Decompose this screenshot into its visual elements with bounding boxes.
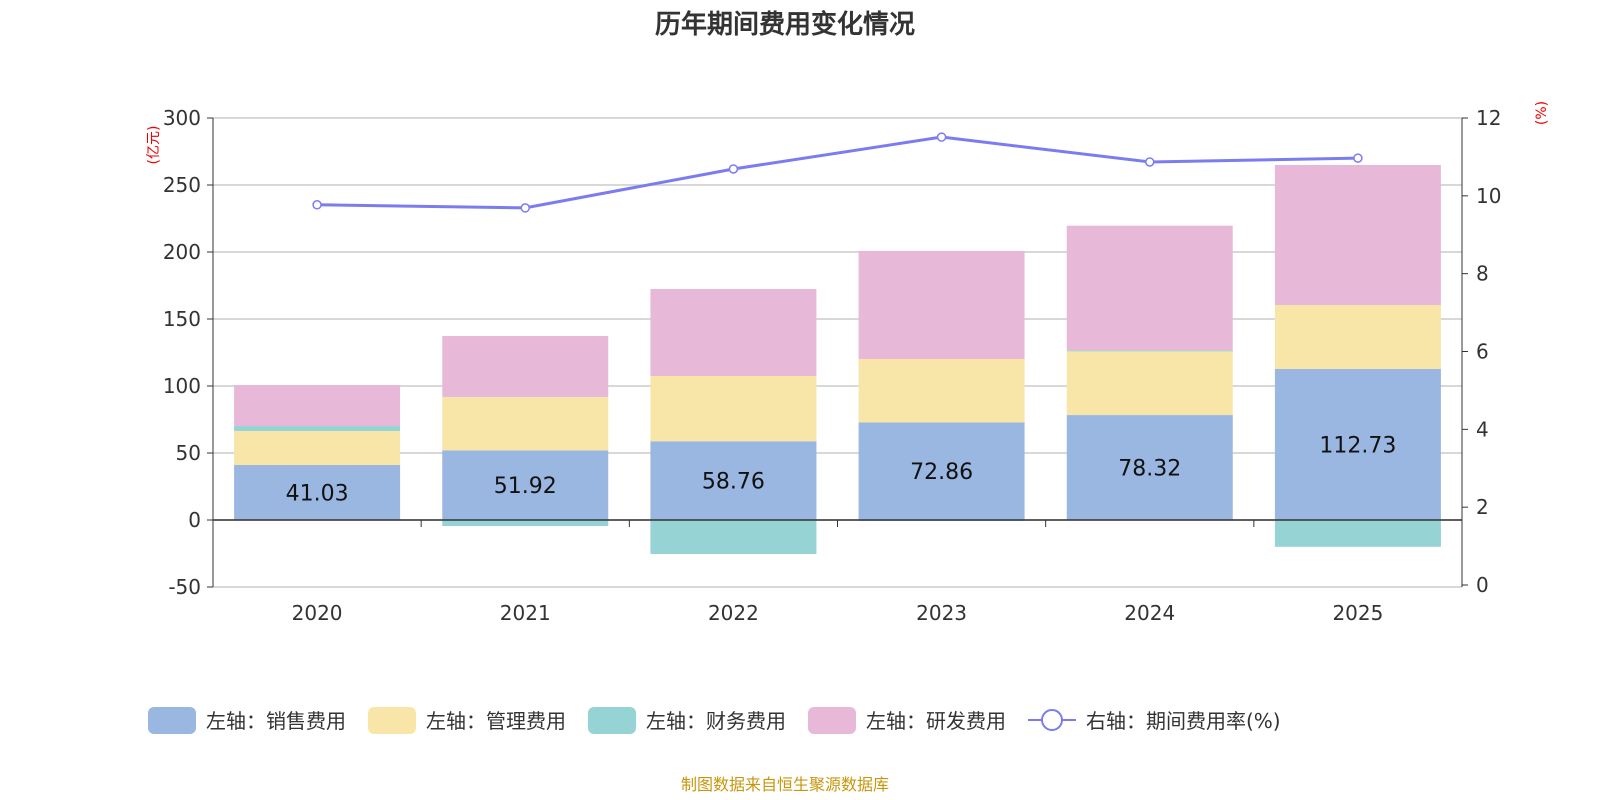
x-tick-label: 2024 [1124, 601, 1175, 625]
bar-segment [1274, 164, 1441, 306]
bar-segment [442, 335, 609, 397]
left-tick-label: 300 [163, 106, 201, 130]
right-tick-label: 8 [1476, 262, 1489, 286]
bar-segment [442, 450, 609, 520]
legend-swatch [588, 707, 636, 734]
chart-title: 历年期间费用变化情况 [655, 9, 915, 40]
bar-segment [1066, 350, 1233, 352]
left-tick-label: 0 [188, 508, 201, 532]
left-tick-label: 150 [163, 307, 201, 331]
legend-swatch [808, 707, 856, 734]
legend-label: 左轴：研发费用 [866, 709, 1006, 733]
rate-point [936, 132, 947, 142]
bar-segment [650, 441, 817, 520]
rate-point [1353, 153, 1363, 163]
rate-point [520, 203, 530, 213]
right-tick-label: 10 [1476, 184, 1501, 208]
legend-label: 左轴：销售费用 [206, 709, 346, 733]
bar-segment [1274, 520, 1441, 547]
right-tick-label: 2 [1476, 495, 1489, 519]
right-tick-label: 12 [1476, 106, 1501, 130]
bar-value-label: 78.32 [1118, 457, 1181, 482]
right-tick-label: 4 [1476, 417, 1489, 441]
legend-label: 左轴：财务费用 [646, 709, 786, 733]
right-axis-unit: (%) [1534, 101, 1550, 125]
left-tick-label: 200 [163, 240, 201, 264]
right-tick-label: 6 [1476, 340, 1489, 364]
legend-label: 右轴：期间费用率(%) [1086, 709, 1281, 733]
bar-value-label: 41.03 [286, 482, 349, 507]
rate-point [728, 164, 739, 174]
bar-segment [858, 250, 1025, 359]
bar-value-label: 51.92 [494, 474, 557, 499]
bar-value-label: 112.73 [1319, 433, 1396, 458]
left-axis-unit: (亿元) [146, 126, 162, 165]
right-tick-label: 0 [1476, 573, 1489, 597]
left-tick-label: -50 [168, 575, 201, 599]
legend-swatch [368, 707, 416, 734]
bar-segment [858, 422, 1025, 520]
bar-segment [442, 520, 609, 527]
rate-point [1145, 157, 1155, 167]
bar-segment [1066, 350, 1233, 416]
bar-segment [234, 385, 401, 427]
bar-segment [1274, 305, 1441, 369]
legend-swatch [148, 707, 196, 734]
bar-segment [442, 396, 609, 451]
left-tick-label: 100 [163, 374, 201, 398]
bar-segment [1066, 415, 1233, 520]
x-tick-label: 2020 [292, 601, 343, 625]
bar-value-label: 58.76 [702, 470, 765, 495]
bar-segment [234, 465, 401, 520]
rate-line [317, 135, 1358, 210]
source-note: 制图数据来自恒生聚源数据库 [681, 775, 889, 794]
x-tick-label: 2025 [1332, 601, 1383, 625]
left-tick-label: 50 [176, 441, 201, 465]
bar-value-label: 72.86 [910, 460, 973, 485]
legend-label: 左轴：管理费用 [426, 709, 566, 733]
bar-segment [858, 358, 1025, 423]
rate-point [312, 200, 322, 210]
bar-segment [234, 430, 401, 466]
bar-segment [234, 426, 401, 431]
bar-segment [1274, 368, 1441, 520]
bar-segment [1066, 225, 1233, 351]
bar-segment [650, 289, 817, 377]
bar-segment [650, 376, 817, 442]
legend-marker-icon [1041, 709, 1063, 731]
x-tick-label: 2021 [500, 601, 551, 625]
x-tick-label: 2023 [916, 601, 967, 625]
left-tick-label: 250 [163, 173, 201, 197]
x-tick-label: 2022 [708, 601, 759, 625]
bar-segment [650, 520, 817, 555]
